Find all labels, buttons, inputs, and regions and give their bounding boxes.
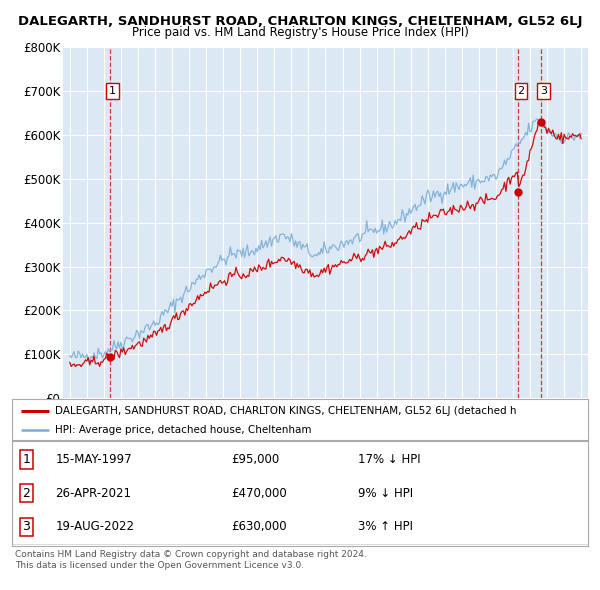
- Text: 1: 1: [109, 86, 116, 96]
- Text: £470,000: £470,000: [231, 487, 287, 500]
- Text: 3: 3: [22, 520, 31, 533]
- Text: 1: 1: [22, 453, 31, 466]
- Text: Price paid vs. HM Land Registry's House Price Index (HPI): Price paid vs. HM Land Registry's House …: [131, 26, 469, 39]
- Text: Contains HM Land Registry data © Crown copyright and database right 2024.: Contains HM Land Registry data © Crown c…: [15, 550, 367, 559]
- Text: 17% ↓ HPI: 17% ↓ HPI: [358, 453, 420, 466]
- Text: 2: 2: [22, 487, 31, 500]
- Text: 15-MAY-1997: 15-MAY-1997: [55, 453, 132, 466]
- Text: 26-APR-2021: 26-APR-2021: [55, 487, 131, 500]
- Text: DALEGARTH, SANDHURST ROAD, CHARLTON KINGS, CHELTENHAM, GL52 6LJ: DALEGARTH, SANDHURST ROAD, CHARLTON KING…: [18, 15, 582, 28]
- Text: £630,000: £630,000: [231, 520, 287, 533]
- Text: 19-AUG-2022: 19-AUG-2022: [55, 520, 134, 533]
- Text: This data is licensed under the Open Government Licence v3.0.: This data is licensed under the Open Gov…: [15, 560, 304, 569]
- Text: 3% ↑ HPI: 3% ↑ HPI: [358, 520, 413, 533]
- Text: 2: 2: [517, 86, 524, 96]
- Text: £95,000: £95,000: [231, 453, 279, 466]
- Text: 9% ↓ HPI: 9% ↓ HPI: [358, 487, 413, 500]
- Text: HPI: Average price, detached house, Cheltenham: HPI: Average price, detached house, Chel…: [55, 425, 312, 434]
- Text: 3: 3: [540, 86, 547, 96]
- Text: DALEGARTH, SANDHURST ROAD, CHARLTON KINGS, CHELTENHAM, GL52 6LJ (detached h: DALEGARTH, SANDHURST ROAD, CHARLTON KING…: [55, 406, 517, 416]
